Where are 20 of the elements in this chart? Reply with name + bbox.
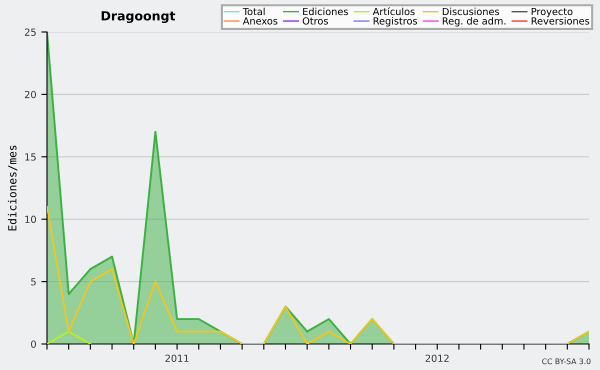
legend-label: Discusiones xyxy=(442,8,500,16)
y-tick-label: 5 xyxy=(31,278,36,286)
legend-label: Ediciones xyxy=(303,8,348,16)
x-tick-label: 2011 xyxy=(165,354,189,362)
y-tick-label: 15 xyxy=(25,153,36,161)
legend-label: Anexos xyxy=(242,17,278,25)
chart-title: Dragoongt xyxy=(102,11,176,24)
y-tick-label: 10 xyxy=(25,216,36,224)
y-tick-label: 20 xyxy=(24,90,36,98)
legend-label: Artículos xyxy=(372,7,415,16)
y-tick-label: 0 xyxy=(31,340,36,348)
legend-label: Total xyxy=(242,8,265,16)
legend-label: Otros xyxy=(302,17,328,25)
legend-label: Reversiones xyxy=(532,17,590,25)
legend-label: Reg. de adm. xyxy=(442,17,506,26)
x-tick-label: 2012 xyxy=(426,354,449,362)
y-axis-title: Ediciones/mes xyxy=(8,146,18,230)
legend-label: Registros xyxy=(374,17,418,26)
legend-label: Proyecto xyxy=(532,8,572,18)
y-tick-label: 25 xyxy=(24,28,36,36)
